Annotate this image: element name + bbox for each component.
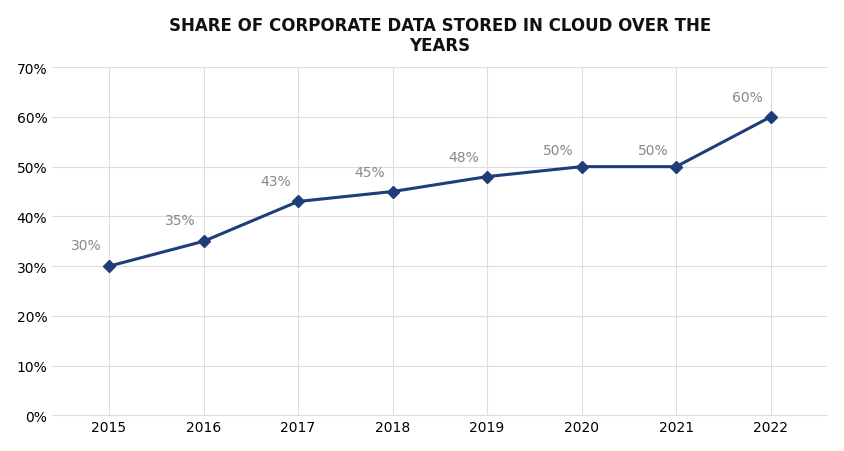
Title: SHARE OF CORPORATE DATA STORED IN CLOUD OVER THE
YEARS: SHARE OF CORPORATE DATA STORED IN CLOUD … bbox=[169, 17, 711, 55]
Text: 35%: 35% bbox=[165, 214, 196, 228]
Text: 50%: 50% bbox=[638, 143, 668, 157]
Text: 43%: 43% bbox=[260, 174, 290, 188]
Text: 45%: 45% bbox=[354, 166, 385, 179]
Text: 50%: 50% bbox=[544, 143, 574, 157]
Text: 30%: 30% bbox=[71, 239, 101, 253]
Text: 60%: 60% bbox=[733, 91, 763, 105]
Text: 48%: 48% bbox=[449, 151, 479, 165]
